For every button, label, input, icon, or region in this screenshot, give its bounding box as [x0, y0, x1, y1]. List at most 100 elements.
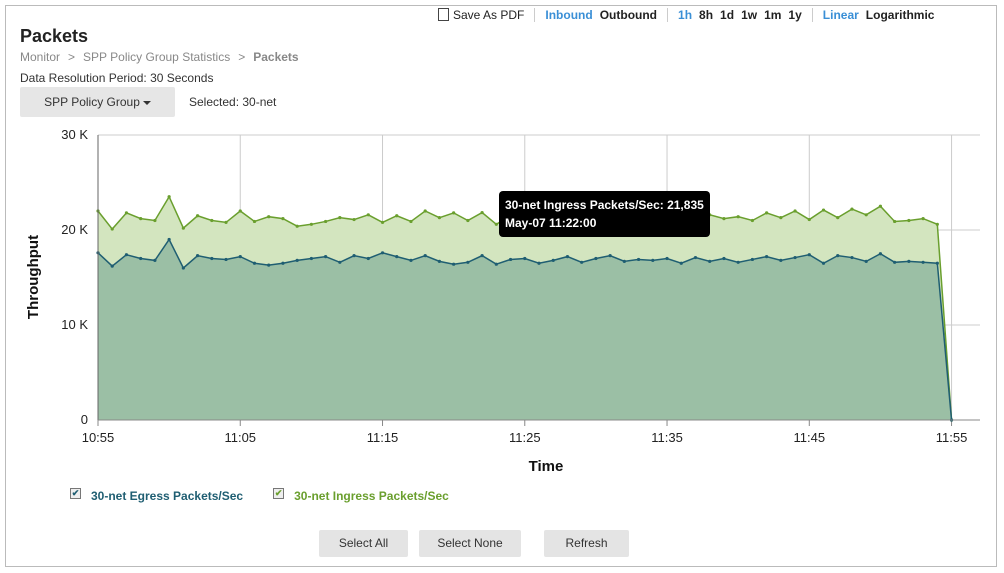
- point: [167, 237, 171, 242]
- y-tick-label: 0: [81, 412, 88, 427]
- toolbar: Save As PDF Inbound Outbound 1h 8h 1d 1w 1m 1y Li…: [428, 8, 944, 22]
- breadcrumb-item[interactable]: Monitor: [20, 50, 61, 64]
- point: [295, 224, 299, 228]
- legend-label[interactable]: 30-net Egress Packets/Sec: [91, 489, 244, 503]
- point: [281, 217, 285, 221]
- pdf-group: Save As PDF: [428, 8, 534, 22]
- point: [736, 215, 740, 219]
- toolbar-option[interactable]: 8h: [699, 8, 714, 22]
- point: [793, 209, 797, 213]
- point: [893, 219, 897, 224]
- point: [907, 218, 911, 223]
- point: [437, 216, 442, 220]
- point: [878, 204, 883, 208]
- x-tick-label: 11:25: [509, 430, 541, 445]
- point: [651, 258, 655, 262]
- button[interactable]: Select None: [419, 530, 521, 557]
- point: [224, 257, 228, 262]
- point: [750, 257, 754, 262]
- point: [281, 261, 285, 265]
- point: [836, 216, 840, 220]
- point: [679, 261, 683, 265]
- x-tick-label: 10:55: [82, 430, 115, 445]
- toolbar-option[interactable]: 1w: [741, 8, 758, 22]
- point: [324, 219, 328, 224]
- group-label[interactable]: SPP Policy Group: [44, 95, 140, 109]
- toolbar-option[interactable]: Linear: [822, 8, 859, 22]
- toolbar-option[interactable]: 1y: [788, 8, 802, 22]
- point: [167, 195, 171, 199]
- toolbar-option[interactable]: Inbound: [545, 8, 593, 22]
- point: [395, 255, 399, 259]
- y-axis-title: Throughput: [25, 235, 42, 319]
- scales-group: Linear Logarithmic: [811, 8, 945, 22]
- point: [423, 209, 427, 213]
- legend-item[interactable]: ✔ 30-net Ingress Packets/Sec: [273, 487, 449, 503]
- point: [893, 260, 897, 264]
- point: [594, 256, 598, 261]
- x-tick-label: 11:45: [794, 430, 826, 445]
- frame: [5, 5, 997, 567]
- point: [850, 207, 854, 211]
- x-axis-title: Time: [529, 458, 564, 475]
- point: [395, 214, 399, 218]
- point: [793, 255, 797, 260]
- point: [309, 222, 313, 226]
- legend-item[interactable]: ✔ 30-net Egress Packets/Sec: [70, 487, 244, 503]
- resolution: Data Resolution Period: 30 Seconds: [20, 71, 214, 85]
- point: [409, 258, 413, 262]
- toolbar-option[interactable]: 1d: [720, 8, 735, 22]
- toolbar-option[interactable]: 1h: [678, 8, 693, 22]
- direction-group: Inbound Outbound: [534, 8, 667, 22]
- selected: Selected: 30-net: [189, 95, 277, 109]
- toolbar-option[interactable]: Logarithmic: [865, 8, 935, 22]
- x-tick-label: 11:15: [367, 430, 399, 445]
- group-dropdown[interactable]: SPP Policy Group: [20, 87, 175, 117]
- save-label[interactable]: Save As PDF: [453, 8, 525, 22]
- point: [466, 218, 470, 223]
- point: [807, 253, 811, 257]
- point: [238, 255, 242, 259]
- x-tick-label: 11:35: [651, 430, 683, 445]
- save-pdf[interactable]: Save As PDF: [438, 8, 524, 22]
- point: [110, 264, 114, 268]
- button[interactable]: Refresh: [544, 530, 629, 557]
- point: [821, 208, 826, 212]
- point: [452, 262, 456, 266]
- tooltip: 30-net Ingress Packets/Sec: 21,835 May-07…: [499, 191, 710, 237]
- point: [494, 262, 498, 266]
- toolbar-option[interactable]: 1m: [764, 8, 782, 22]
- point: [779, 216, 783, 220]
- breadcrumb-separator: >: [238, 50, 246, 64]
- point: [608, 254, 612, 258]
- checkbox[interactable]: ✔: [70, 487, 81, 499]
- legend-label[interactable]: 30-net Ingress Packets/Sec: [294, 489, 449, 503]
- point: [195, 214, 200, 218]
- point: [338, 260, 342, 264]
- point: [295, 258, 299, 262]
- y-tick-label: 30 K: [61, 127, 88, 142]
- point: [124, 253, 129, 257]
- point: [153, 258, 157, 262]
- point: [352, 217, 356, 222]
- breadcrumb-item[interactable]: SPP Policy Group Statistics: [83, 50, 231, 64]
- point: [452, 211, 456, 215]
- breadcrumb: Monitor > SPP Policy Group Statistics > Pack…: [20, 50, 307, 64]
- pdf-icon: [438, 8, 449, 21]
- point: [437, 259, 442, 263]
- point: [267, 263, 271, 267]
- point: [210, 218, 214, 223]
- toolbar-option[interactable]: Outbound: [599, 8, 658, 22]
- point: [494, 222, 498, 226]
- point: [508, 257, 513, 262]
- point: [722, 256, 726, 261]
- button[interactable]: Select All: [319, 530, 408, 557]
- point: [821, 261, 826, 265]
- point: [693, 255, 698, 260]
- y-tick-label: 10 K: [61, 317, 88, 332]
- point: [224, 220, 228, 224]
- point: [352, 254, 356, 258]
- point: [807, 217, 811, 222]
- point: [409, 219, 413, 224]
- checkbox[interactable]: ✔: [273, 487, 285, 499]
